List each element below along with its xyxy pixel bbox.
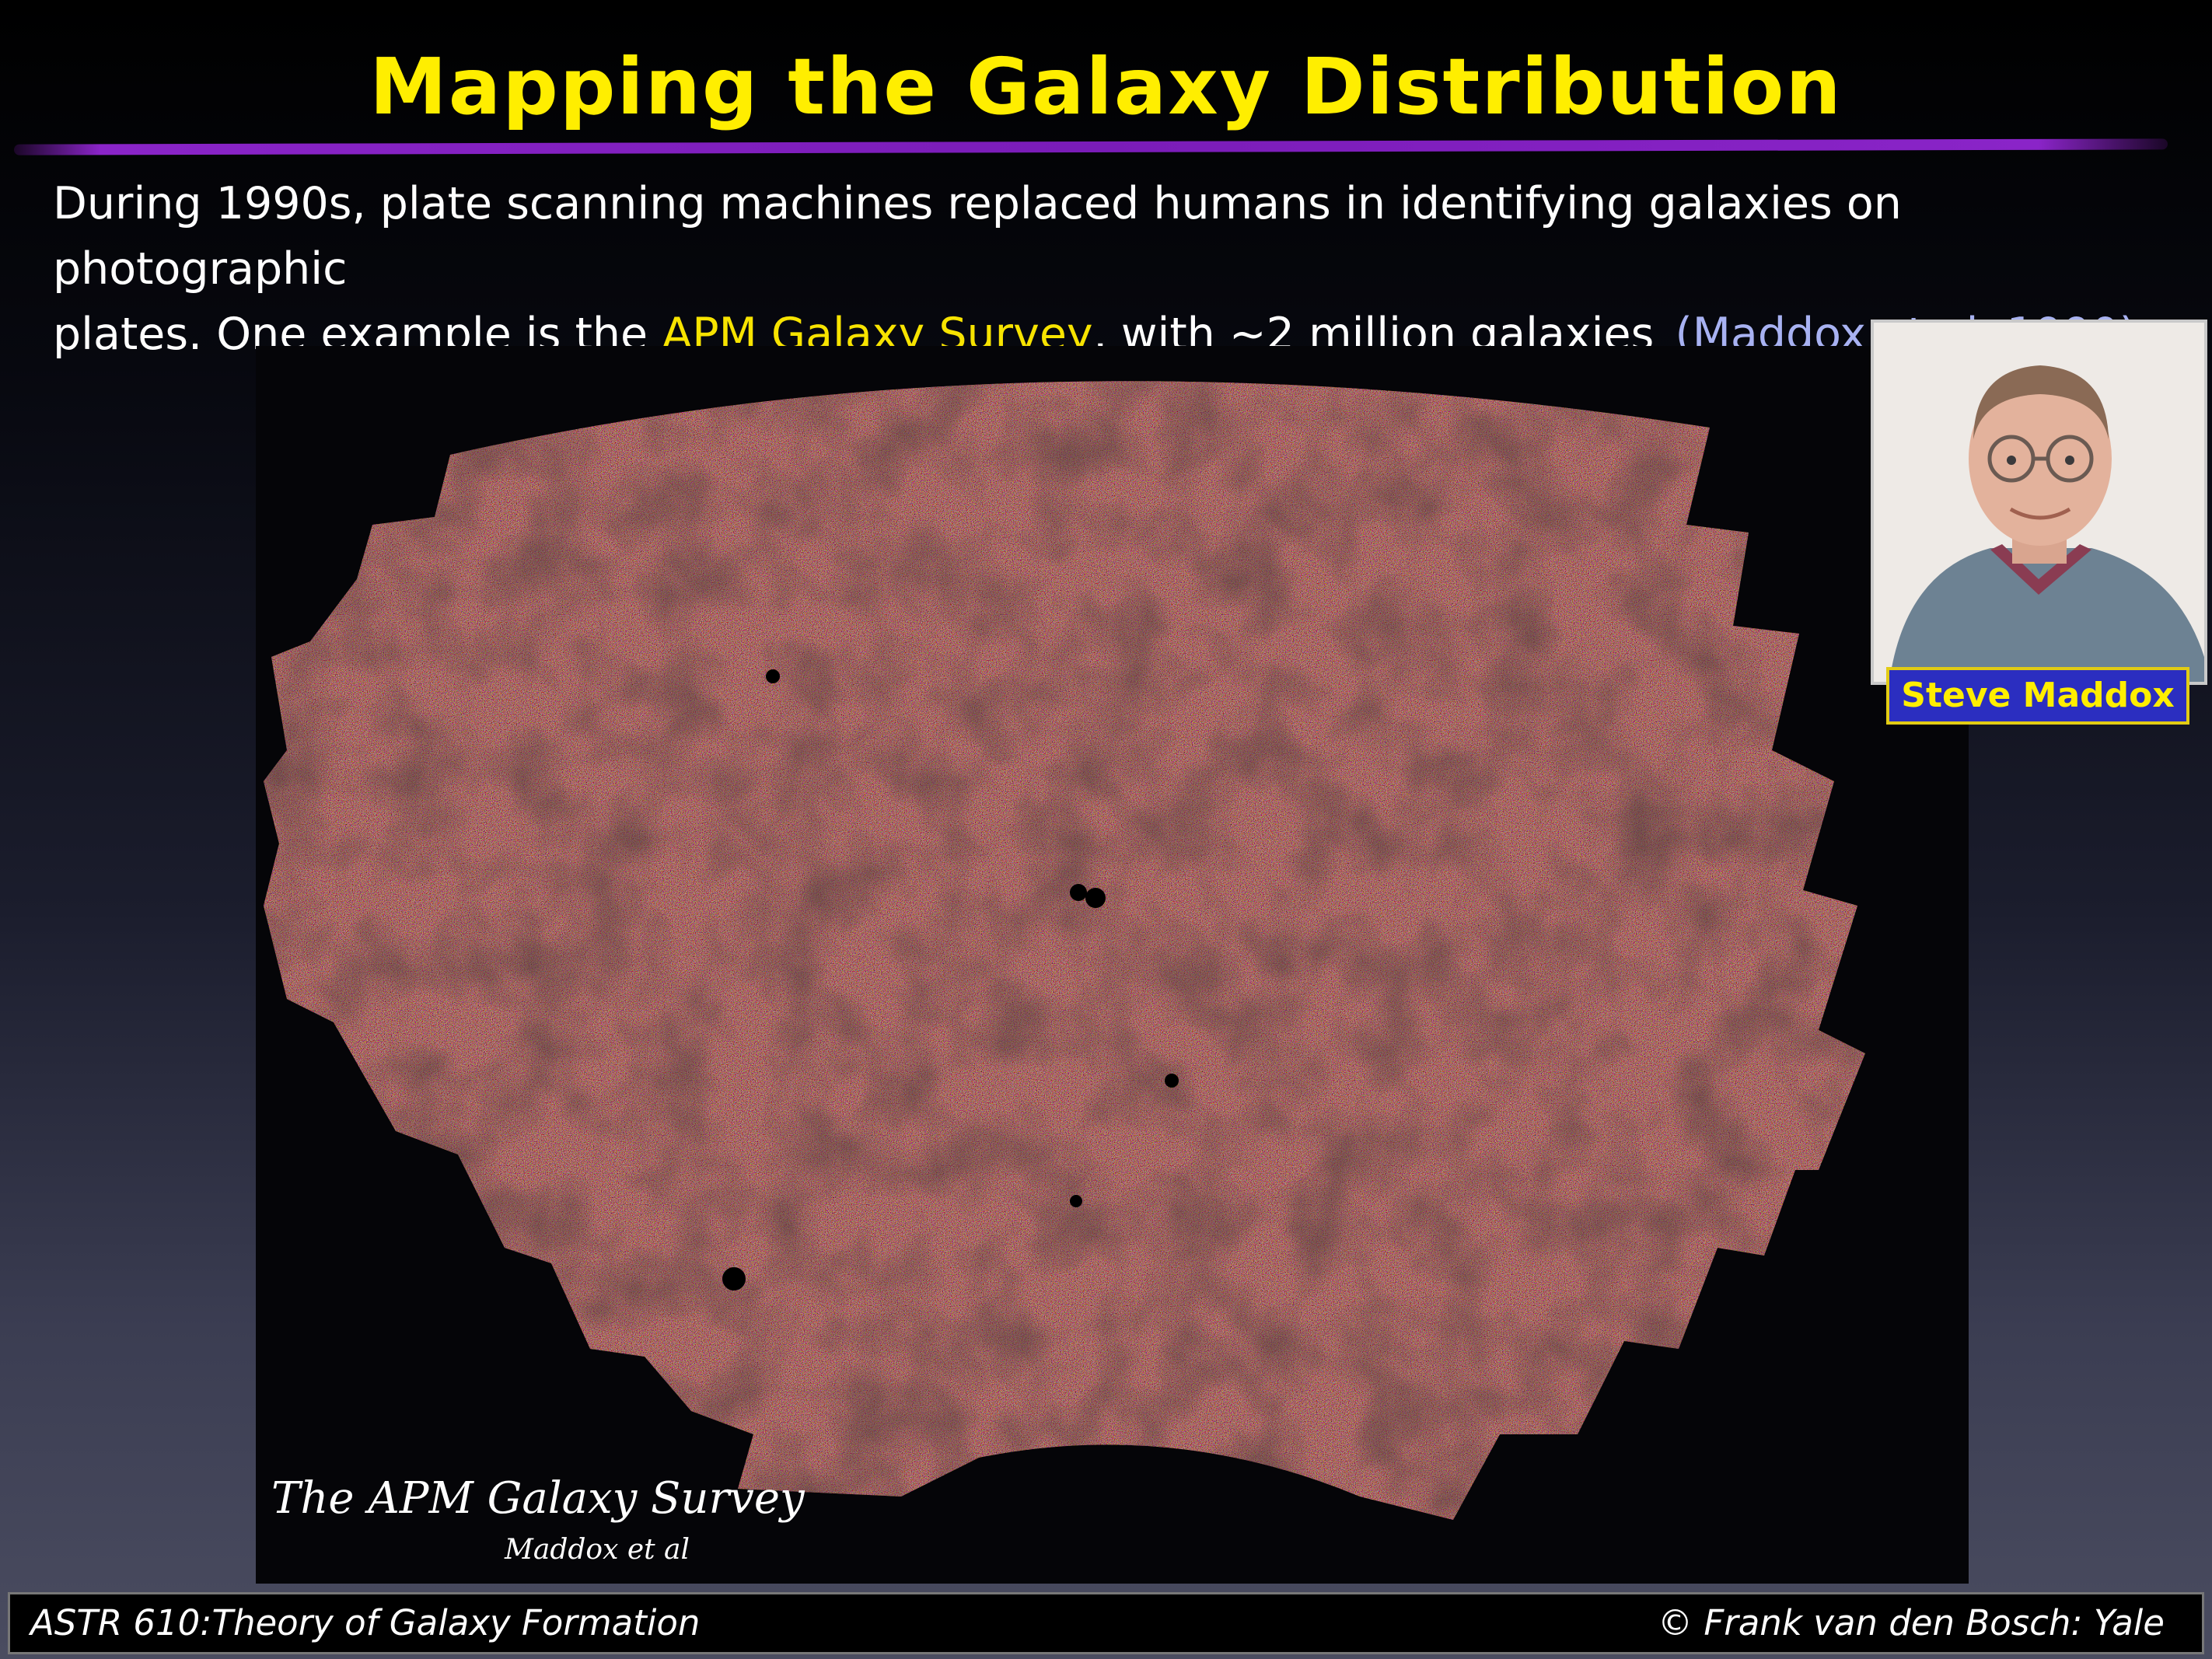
apm-survey-map: The APM Galaxy Survey Maddox et al bbox=[256, 346, 1969, 1584]
slide-title: Mapping the Galaxy Distribution bbox=[369, 41, 1843, 132]
survey-caption-credit: Maddox et al bbox=[505, 1534, 690, 1566]
portrait-illustration bbox=[1874, 323, 2204, 682]
intro-text: During 1990s, plate scanning machines re… bbox=[53, 171, 2168, 367]
galaxy-density-map bbox=[264, 381, 1865, 1521]
footer-bar: ASTR 610:Theory of Galaxy Formation © Fr… bbox=[8, 1592, 2204, 1654]
footer-course: ASTR 610:Theory of Galaxy Formation bbox=[30, 1602, 701, 1643]
portrait-name-label: Steve Maddox bbox=[1886, 667, 2189, 725]
steve-maddox-photo bbox=[1871, 320, 2207, 685]
intro-line-1: During 1990s, plate scanning machines re… bbox=[53, 178, 1902, 295]
survey-caption-title: The APM Galaxy Survey bbox=[271, 1473, 805, 1524]
footer-copyright: © Frank van den Bosch: Yale bbox=[1658, 1602, 2165, 1643]
